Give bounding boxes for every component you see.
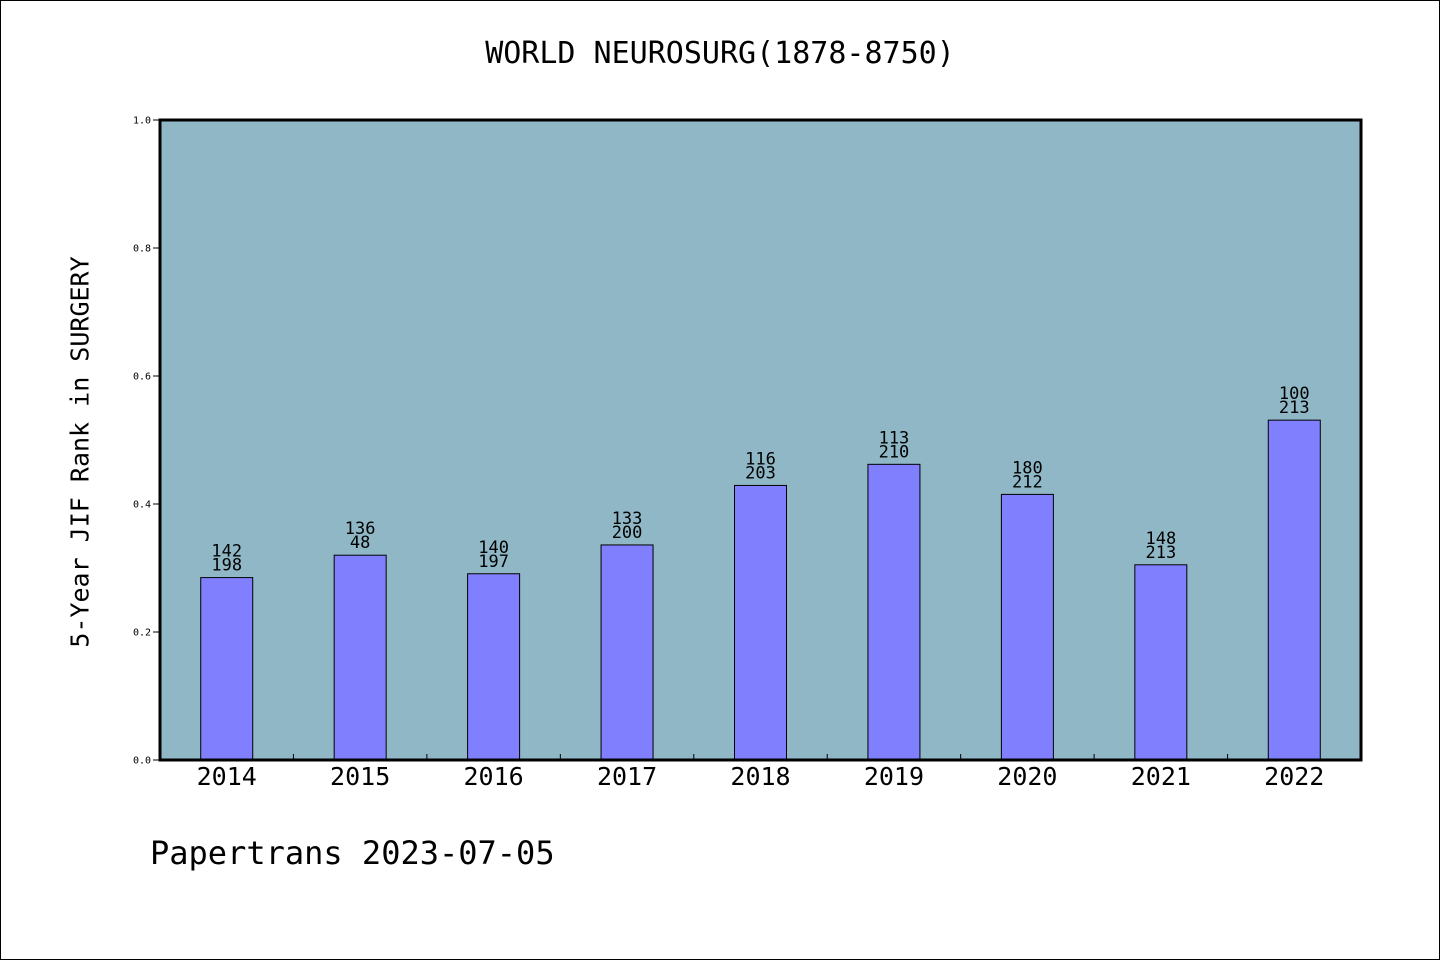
bar-rank-label: 116 bbox=[745, 449, 776, 469]
bar-rank-label: 100 bbox=[1279, 384, 1310, 404]
y-tick-label: 0.0 bbox=[133, 756, 151, 767]
bar bbox=[1267, 419, 1321, 761]
y-tick-label: 0.6 bbox=[133, 372, 151, 383]
y-tick-label: 0.8 bbox=[133, 244, 151, 255]
plot-border bbox=[158, 118, 1363, 762]
bar bbox=[1134, 564, 1188, 761]
x-tick-label: 2018 bbox=[730, 762, 790, 791]
y-tick-label: 1.0 bbox=[133, 116, 151, 127]
bar-total-label: 213 bbox=[1145, 543, 1176, 563]
bar bbox=[467, 573, 521, 761]
x-tick-label: 2019 bbox=[864, 762, 924, 791]
bar bbox=[867, 463, 921, 761]
bar-rank-label: 136 bbox=[345, 519, 376, 539]
bar-rank-label: 113 bbox=[879, 428, 910, 448]
bar-total-label: 198 bbox=[211, 556, 242, 576]
bar-total-label: 200 bbox=[612, 523, 643, 543]
bar-rank-label: 140 bbox=[478, 538, 509, 558]
bar-total-label: 48 bbox=[350, 533, 370, 553]
bar bbox=[600, 544, 654, 761]
bar bbox=[200, 577, 254, 761]
x-tick-label: 2021 bbox=[1131, 762, 1191, 791]
x-tick-label: 2017 bbox=[597, 762, 657, 791]
bar-total-label: 213 bbox=[1279, 398, 1310, 418]
bar-rank-label: 148 bbox=[1145, 529, 1176, 549]
bar-rank-label: 133 bbox=[612, 509, 643, 529]
bar bbox=[333, 554, 387, 761]
bar bbox=[734, 484, 787, 761]
bar-rank-label: 142 bbox=[211, 542, 242, 562]
bar-total-label: 210 bbox=[879, 442, 910, 462]
y-tick-label: 0.2 bbox=[133, 628, 151, 639]
y-tick-label: 0.4 bbox=[133, 500, 151, 511]
x-tick-label: 2014 bbox=[197, 762, 257, 791]
bar-total-label: 197 bbox=[478, 552, 509, 572]
chart-title: WORLD NEUROSURG(1878-8750) bbox=[485, 36, 955, 71]
footer-text: Papertrans 2023-07-05 bbox=[150, 834, 555, 872]
bar bbox=[1000, 493, 1054, 761]
x-tick-label: 2020 bbox=[997, 762, 1057, 791]
x-tick-label: 2016 bbox=[464, 762, 524, 791]
bar-total-label: 212 bbox=[1012, 472, 1043, 492]
bar-rank-label: 180 bbox=[1012, 458, 1043, 478]
bar-total-label: 203 bbox=[745, 463, 776, 483]
x-tick-label: 2015 bbox=[330, 762, 390, 791]
x-tick-label: 2022 bbox=[1264, 762, 1324, 791]
